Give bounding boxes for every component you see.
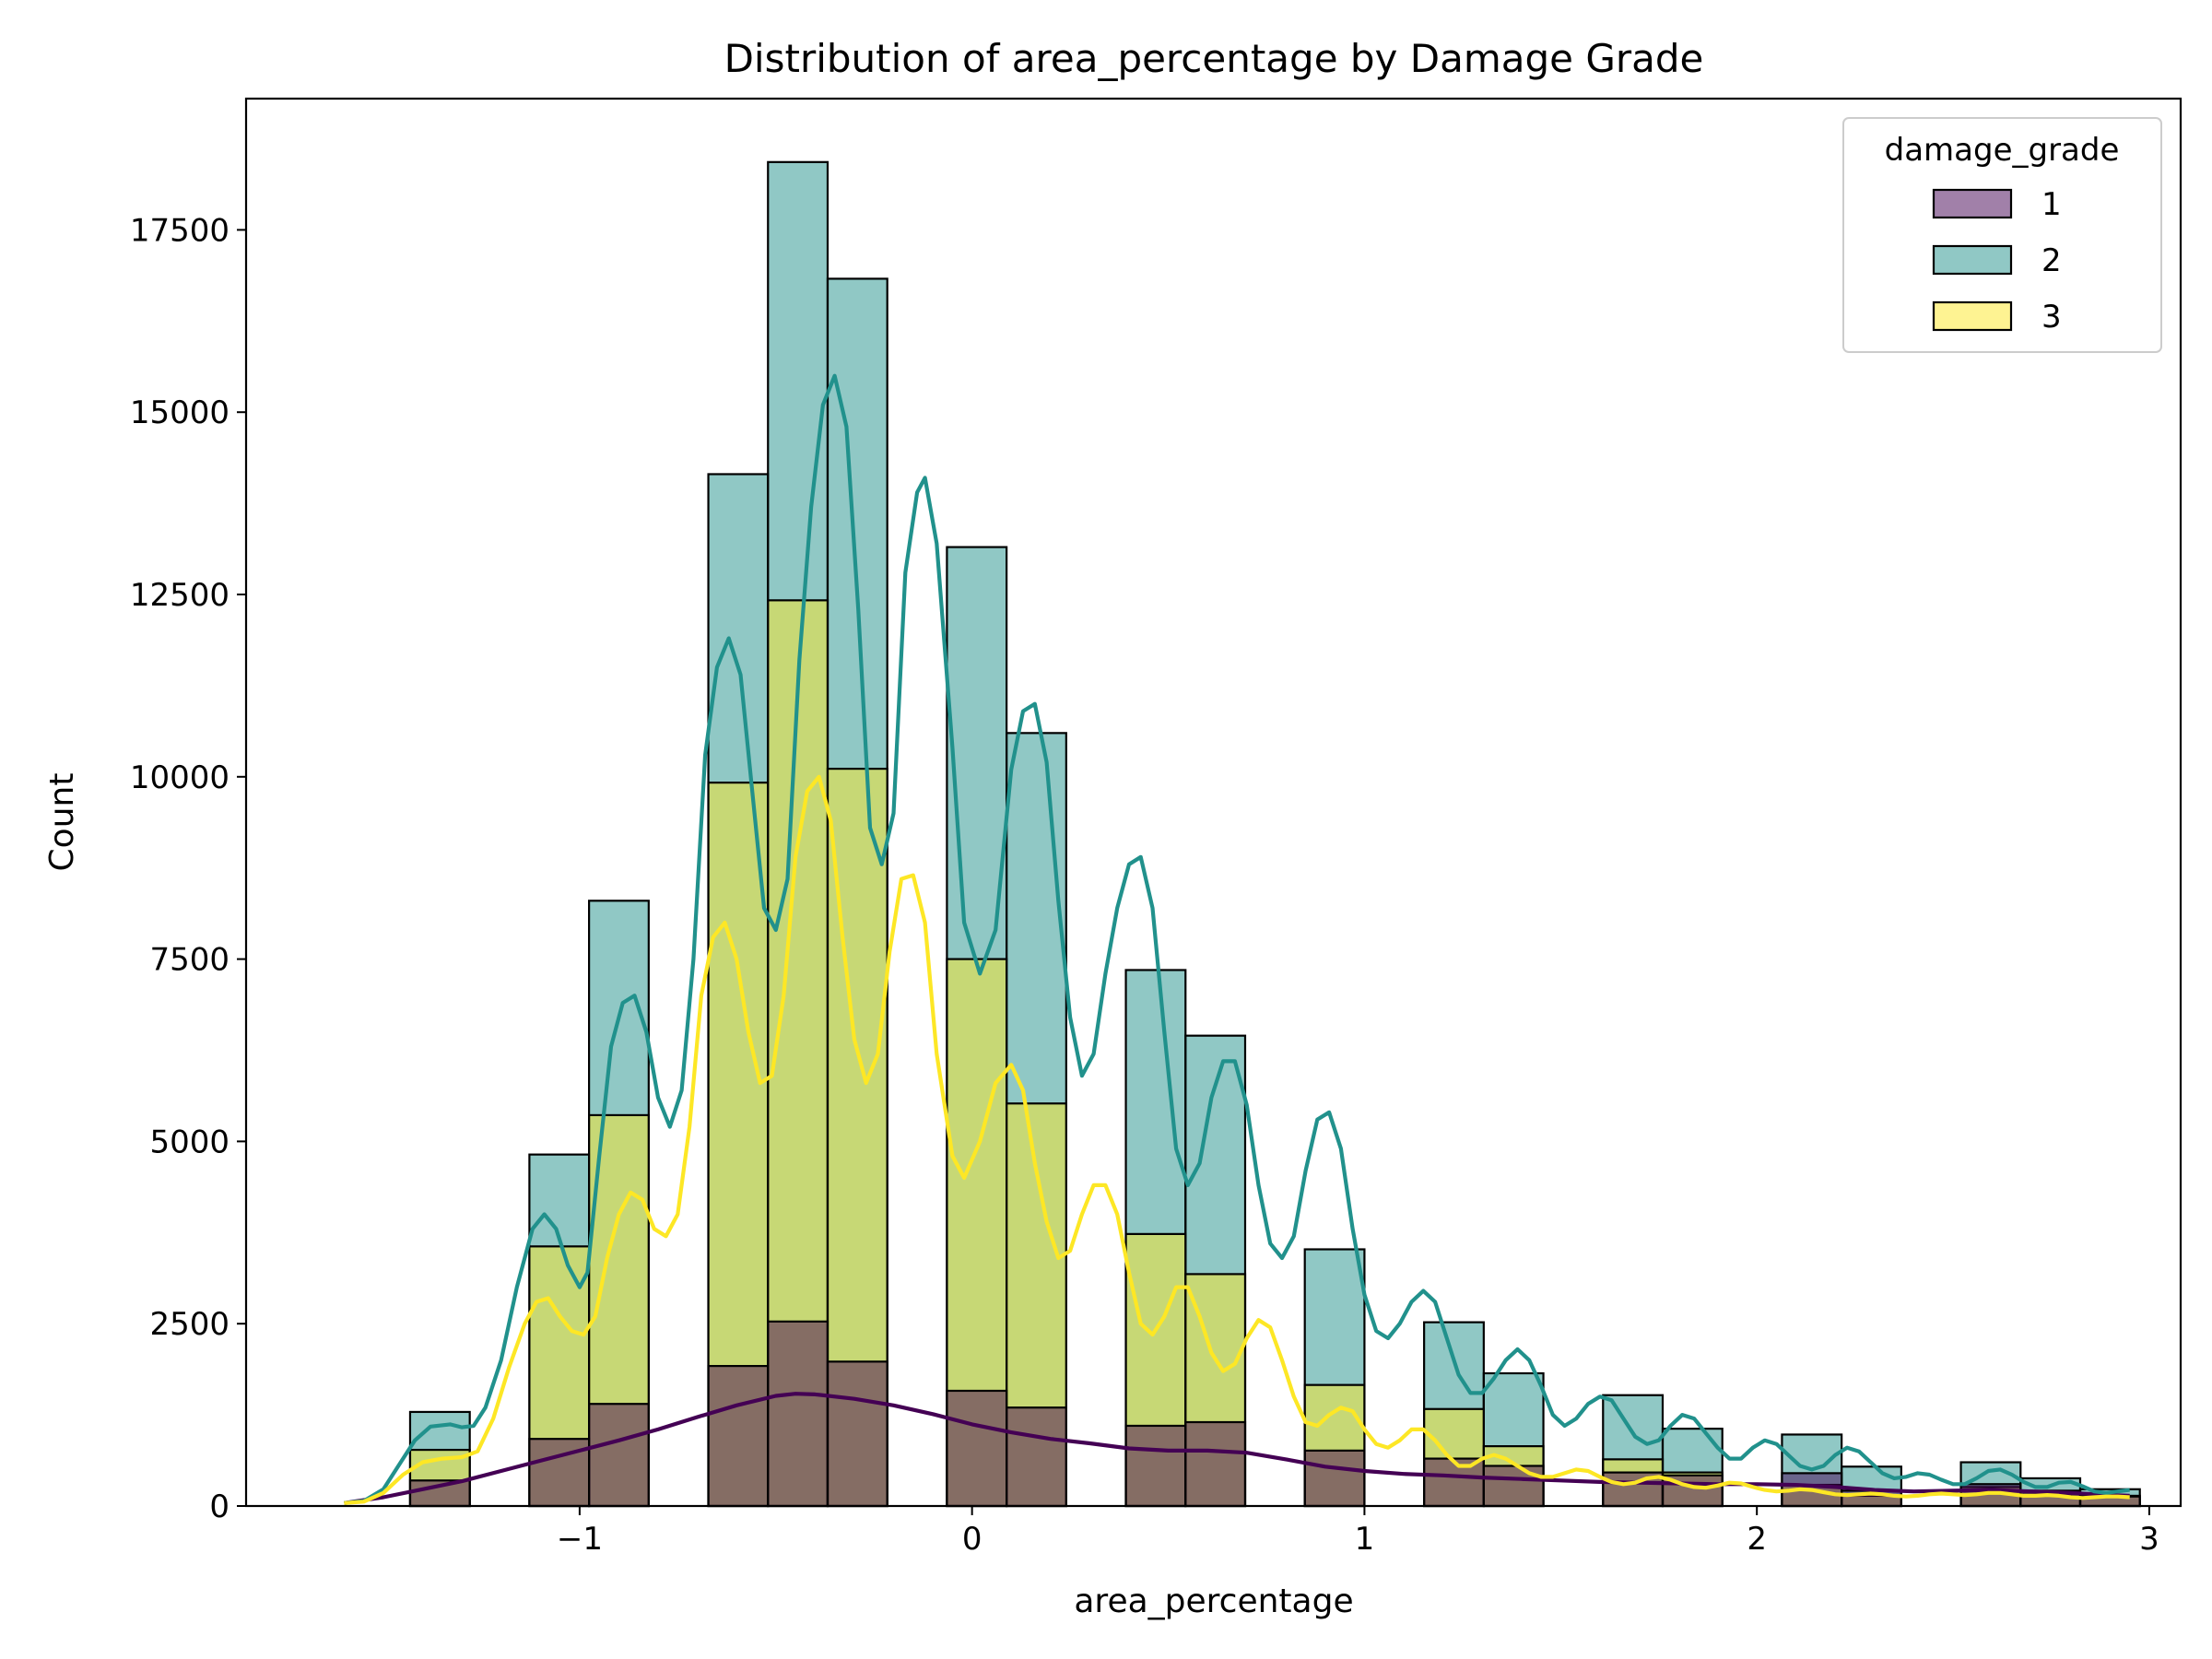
x-axis: −1 0 1 2 3	[557, 1506, 2159, 1558]
legend-items: 1 2 3	[1932, 186, 2062, 335]
x-tick-label: 3	[2139, 1521, 2159, 1558]
bar-grade-1	[826, 1360, 888, 1508]
y-tick-label: 0	[209, 1488, 229, 1525]
legend-label-grade-3: 3	[2041, 299, 2062, 335]
bar-grade-1	[707, 1364, 770, 1508]
bar-grade-1	[1602, 1471, 1665, 1508]
bar-grade-1	[1006, 1406, 1067, 1508]
bar-grade-1	[588, 1403, 650, 1508]
kde-line-grade-1	[344, 1392, 2130, 1505]
legend-box	[1842, 117, 2162, 353]
bar-grade-1	[1423, 1457, 1485, 1508]
y-axis: 0 2500 5000 7500 10000 12500 15000 17500	[130, 212, 246, 1525]
bar-grade-1	[1303, 1449, 1366, 1508]
y-tick-label: 10000	[130, 759, 229, 796]
kde-layer	[344, 373, 2130, 1505]
y-tick-label: 12500	[130, 577, 229, 614]
legend-swatch-grade-3	[1932, 300, 2013, 332]
legend-title: damage_grade	[1885, 132, 2120, 169]
y-tick-label: 15000	[130, 394, 229, 431]
bar-grade-1	[1184, 1420, 1247, 1508]
legend-label-grade-2: 2	[2041, 242, 2062, 279]
y-tick-label: 2500	[149, 1306, 229, 1343]
bars-layer	[408, 160, 2141, 1508]
y-tick-label: 5000	[149, 1124, 229, 1160]
plot-area	[244, 97, 2183, 1508]
legend: damage_grade 1 2 3	[1842, 117, 2162, 353]
bar-grade-1	[767, 1320, 830, 1508]
y-tick-label: 7500	[149, 942, 229, 979]
bar-grade-1	[1482, 1465, 1545, 1508]
kde-line-grade-3	[344, 774, 2130, 1505]
y-tick-label: 17500	[130, 212, 229, 249]
x-tick-label: −1	[557, 1521, 603, 1558]
x-tick-label: 1	[1355, 1521, 1375, 1558]
legend-swatch-grade-2	[1932, 244, 2013, 276]
legend-label-grade-1: 1	[2041, 186, 2062, 223]
chart-title: Distribution of area_percentage by Damag…	[724, 36, 1704, 81]
bar-grade-1	[946, 1389, 1008, 1508]
bar-grade-1	[1124, 1424, 1187, 1508]
x-tick-label: 0	[962, 1521, 982, 1558]
x-tick-label: 2	[1747, 1521, 1767, 1558]
x-axis-label: area_percentage	[1074, 1583, 1353, 1620]
y-axis-label: Count	[43, 773, 81, 872]
kde-line-grade-2	[344, 373, 2130, 1505]
legend-swatch-grade-1	[1932, 188, 2013, 219]
plot-frame	[244, 97, 2183, 1508]
